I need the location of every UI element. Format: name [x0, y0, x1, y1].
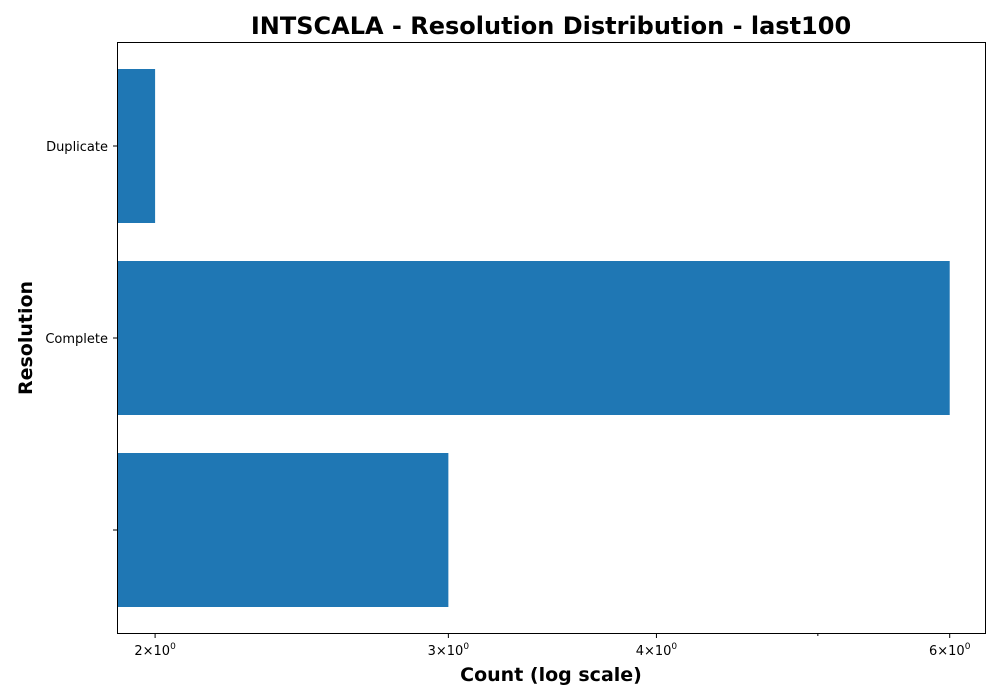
- x-tick-label: 2×100: [134, 642, 176, 659]
- x-tick-label: 4×100: [636, 642, 678, 659]
- y-tick-label: Complete: [45, 332, 108, 347]
- x-axis-label: Count (log scale): [460, 664, 642, 686]
- bars-group: [118, 69, 950, 607]
- x-tick-label: 3×100: [428, 642, 470, 659]
- chart-title: INTSCALA - Resolution Distribution - las…: [251, 12, 851, 40]
- bar-unlabeled: [118, 453, 449, 607]
- y-tick-label: Duplicate: [46, 140, 108, 155]
- bar-complete: [118, 261, 950, 415]
- y-axis-label: Resolution: [15, 281, 37, 395]
- y-ticks: Complete Duplicate: [45, 140, 118, 531]
- x-tick-label: 6×100: [929, 642, 971, 659]
- bar-duplicate: [118, 69, 156, 223]
- x-ticks: 2×100 3×100 4×100 6×100: [134, 633, 971, 659]
